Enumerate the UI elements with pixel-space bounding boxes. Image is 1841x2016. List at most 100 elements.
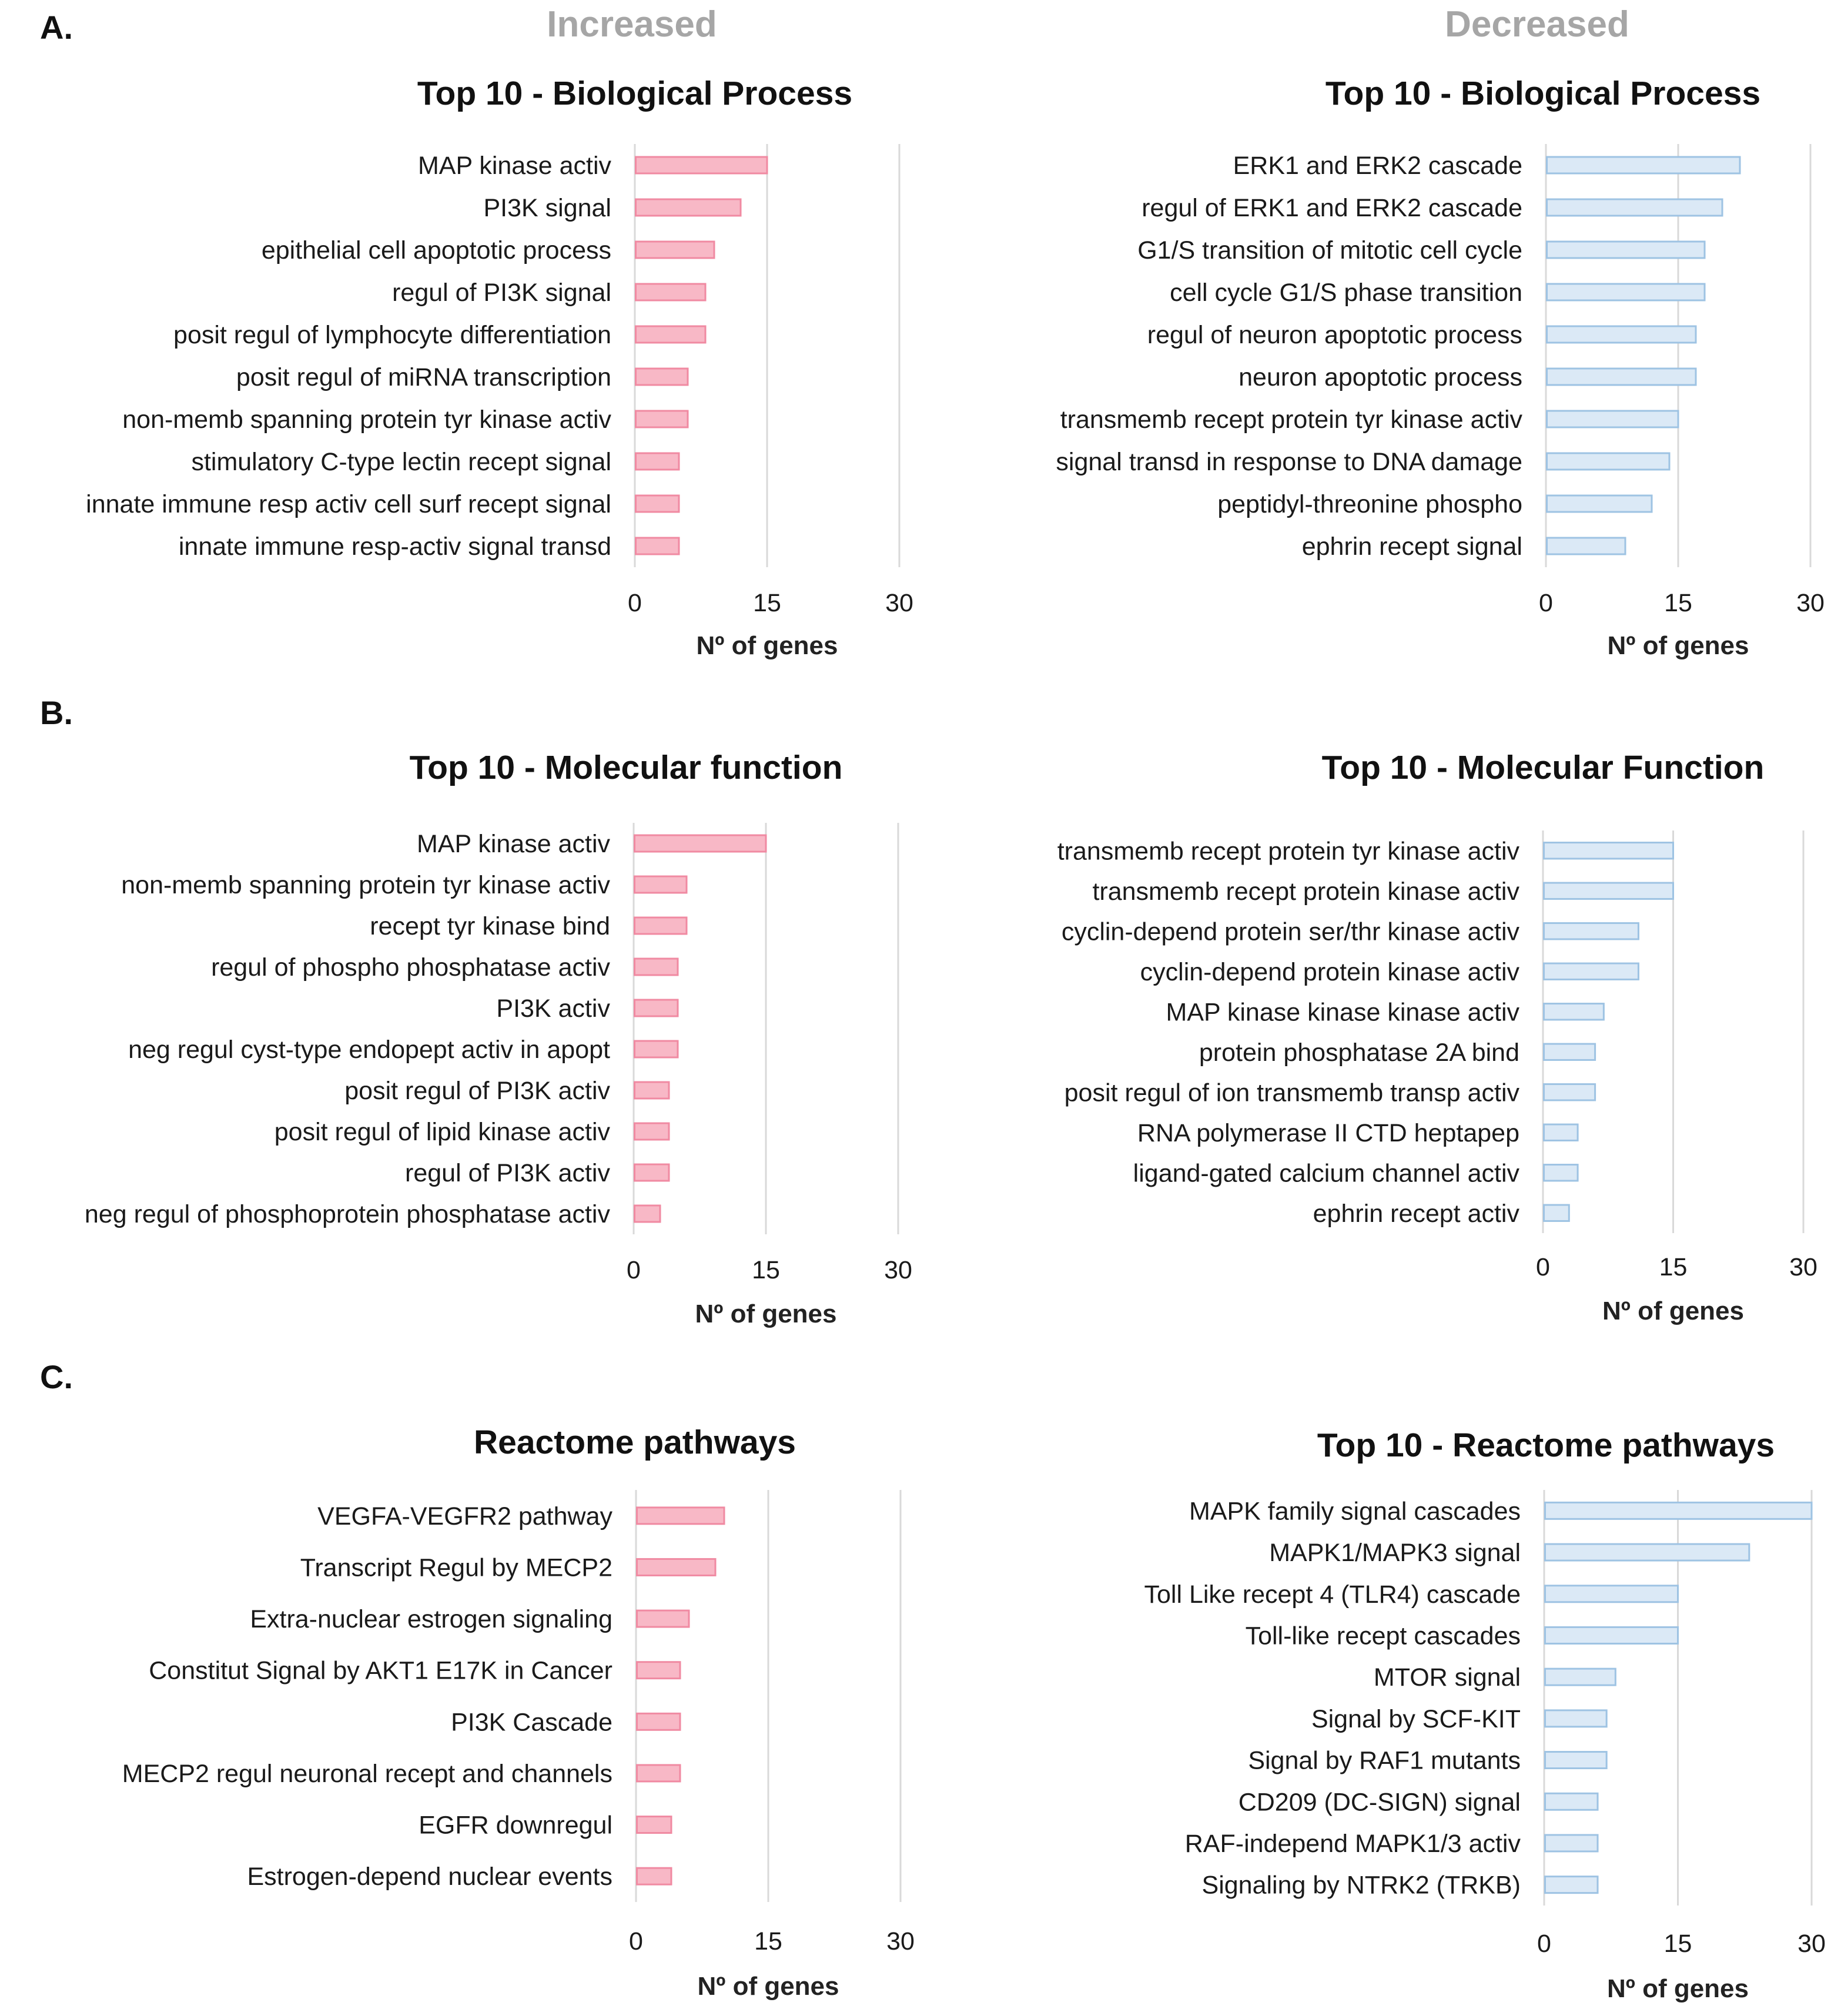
section-label-a: A. — [40, 9, 73, 46]
C_increased-category-label-4: PI3K Cascade — [451, 1708, 612, 1736]
B_increased-bar-1 — [634, 875, 688, 894]
B_increased-bar-0 — [634, 834, 767, 853]
B_decreased-bar-3 — [1543, 962, 1639, 980]
B_decreased-bar-7 — [1543, 1123, 1579, 1141]
B_increased-category-label-0: MAP kinase activ — [417, 830, 611, 858]
A_decreased-category-label-6: transmemb recept protein tyr kinase acti… — [1060, 406, 1523, 434]
C_increased-bar-4 — [636, 1712, 681, 1731]
A_increased-category-label-7: stimulatory C-type lectin recept signal — [191, 448, 611, 476]
C_increased-category-label-2: Extra-nuclear estrogen signaling — [250, 1605, 612, 1633]
C_decreased-category-label-1: MAPK1/MAPK3 signal — [1269, 1539, 1521, 1567]
A_increased-bar-4 — [635, 325, 707, 344]
A_decreased-bar-6 — [1546, 410, 1679, 428]
A_increased-category-label-1: PI3K signal — [483, 194, 611, 222]
A_increased-bar-2 — [635, 240, 715, 259]
B_increased-bar-9 — [634, 1204, 661, 1223]
A_increased-bar-3 — [635, 283, 707, 302]
C_decreased-tick-label-2: 30 — [1798, 1930, 1826, 1958]
C_increased-bar-7 — [636, 1867, 672, 1886]
C_decreased-category-label-2: Toll Like recept 4 (TLR4) cascade — [1144, 1580, 1521, 1609]
B_decreased-chart-title: Top 10 - Molecular Function — [1322, 749, 1765, 786]
section-label-b: B. — [40, 694, 73, 731]
C_decreased-bar-4 — [1544, 1667, 1616, 1686]
C_decreased-tick-label-0: 0 — [1537, 1930, 1551, 1958]
B_decreased-category-label-5: protein phosphatase 2A bind — [1199, 1039, 1519, 1067]
A_increased-category-label-6: non-memb spanning protein tyr kinase act… — [122, 406, 611, 434]
B_increased-bar-4 — [634, 999, 679, 1017]
C_decreased-category-label-4: MTOR signal — [1374, 1663, 1521, 1692]
A_increased-bar-1 — [635, 198, 742, 217]
A_decreased-bar-4 — [1546, 325, 1697, 344]
A_decreased-category-label-0: ERK1 and ERK2 cascade — [1233, 152, 1522, 180]
A_decreased-category-label-8: peptidyl-threonine phospho — [1217, 490, 1522, 518]
B_decreased-tick-label-1: 15 — [1659, 1253, 1688, 1281]
C_decreased-bar-8 — [1544, 1834, 1599, 1853]
C_decreased-category-label-6: Signal by RAF1 mutants — [1248, 1747, 1521, 1775]
B_decreased-tick-label-2: 30 — [1789, 1253, 1817, 1281]
C_increased-bar-2 — [636, 1609, 690, 1628]
C_increased-category-label-3: Constitut Signal by AKT1 E17K in Cancer — [149, 1657, 612, 1685]
B_decreased-bar-5 — [1543, 1043, 1596, 1061]
C_decreased-category-label-0: MAPK family signal cascades — [1189, 1497, 1521, 1525]
B_decreased-category-label-6: posit regul of ion transmemb transp acti… — [1065, 1079, 1520, 1107]
A_decreased-category-label-9: ephrin recept signal — [1302, 533, 1522, 561]
A_decreased-category-label-5: neuron apoptotic process — [1239, 363, 1522, 391]
A_decreased-bar-7 — [1546, 452, 1671, 471]
B_increased-tick-label-0: 0 — [627, 1256, 641, 1284]
A_decreased-tick-label-1: 15 — [1664, 589, 1692, 617]
B_decreased-category-label-8: ligand-gated calcium channel activ — [1133, 1159, 1520, 1187]
A_decreased-category-label-2: G1/S transition of mitotic cell cycle — [1137, 236, 1522, 264]
B_decreased-tick-label-0: 0 — [1536, 1253, 1550, 1281]
C_increased-bar-1 — [636, 1558, 717, 1576]
B_increased-tick-label-1: 15 — [752, 1256, 780, 1284]
A_decreased-x-axis-title: Nº of genes — [1608, 631, 1749, 660]
A_decreased-tick-label-2: 30 — [1796, 589, 1825, 617]
C_increased-tick-label-0: 0 — [629, 1927, 643, 1955]
C_increased-tick-label-2: 30 — [886, 1927, 915, 1955]
B_increased-bar-3 — [634, 957, 679, 976]
B_increased-bar-5 — [634, 1040, 679, 1059]
A_decreased-category-label-4: regul of neuron apoptotic process — [1147, 321, 1522, 349]
B_decreased-bar-1 — [1543, 882, 1674, 900]
C_decreased-category-label-8: RAF-independ MAPK1/3 activ — [1185, 1830, 1521, 1858]
B_increased-chart-title: Top 10 - Molecular function — [410, 749, 843, 786]
C_decreased-chart-title: Top 10 - Reactome pathways — [1317, 1426, 1775, 1464]
B_decreased-bar-2 — [1543, 922, 1639, 940]
C_decreased-category-label-9: Signaling by NTRK2 (TRKB) — [1202, 1871, 1521, 1900]
A_increased-category-label-9: innate immune resp-activ signal transd — [179, 533, 611, 561]
B_decreased-bar-0 — [1543, 842, 1674, 860]
A_decreased-category-label-3: cell cycle G1/S phase transition — [1170, 279, 1522, 307]
B_decreased-category-label-2: cyclin-depend protein ser/thr kinase act… — [1062, 917, 1520, 946]
A_decreased-chart-title: Top 10 - Biological Process — [1325, 75, 1760, 112]
C_decreased-bar-5 — [1544, 1709, 1608, 1728]
A_decreased-bar-2 — [1546, 240, 1706, 259]
A_increased-bar-5 — [635, 367, 689, 386]
B_increased-category-label-4: PI3K activ — [496, 994, 610, 1023]
C_increased-bar-6 — [636, 1816, 672, 1834]
B_increased-category-label-6: posit regul of PI3K activ — [344, 1077, 610, 1105]
B_increased-tick-label-2: 30 — [884, 1256, 912, 1284]
increased-header: Increased — [547, 4, 717, 45]
B_decreased-category-label-1: transmemb recept protein kinase activ — [1092, 878, 1519, 906]
B_increased-category-label-3: regul of phospho phosphatase activ — [211, 953, 610, 982]
B_decreased-category-label-4: MAP kinase kinase kinase activ — [1166, 998, 1520, 1026]
A_increased-tick-label-2: 30 — [885, 589, 913, 617]
B_decreased-bar-8 — [1543, 1164, 1579, 1182]
A_increased-chart-title: Top 10 - Biological Process — [417, 75, 852, 112]
C_increased-tick-label-1: 15 — [754, 1927, 782, 1955]
A_decreased-bar-3 — [1546, 283, 1706, 302]
B_decreased-bar-9 — [1543, 1204, 1570, 1222]
B_increased-bar-8 — [634, 1163, 670, 1182]
B_decreased-category-label-0: transmemb recept protein tyr kinase acti… — [1057, 837, 1520, 865]
B_increased-category-label-5: neg regul cyst-type endopept activ in ap… — [128, 1036, 610, 1064]
A_decreased-bar-8 — [1546, 494, 1653, 513]
C_increased-category-label-0: VEGFA-VEGFR2 pathway — [317, 1502, 612, 1531]
A_increased-category-label-5: posit regul of miRNA transcription — [236, 363, 611, 391]
C_increased-category-label-1: Transcript Regul by MECP2 — [300, 1553, 612, 1582]
C_increased-bar-3 — [636, 1661, 681, 1680]
C_decreased-bar-0 — [1544, 1501, 1813, 1520]
C_decreased-tick-label-1: 15 — [1664, 1930, 1692, 1958]
C_decreased-bar-7 — [1544, 1792, 1599, 1811]
C_increased-category-label-6: EGFR downregul — [419, 1811, 612, 1840]
A_decreased-bar-0 — [1546, 156, 1741, 175]
